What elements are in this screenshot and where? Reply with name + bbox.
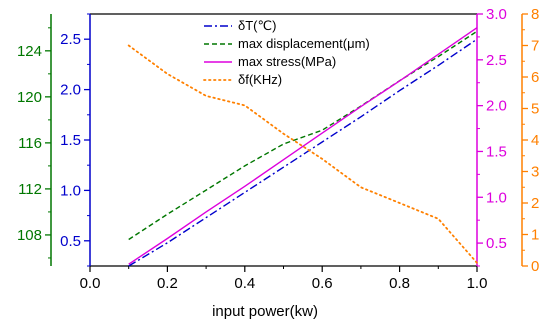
y-tick-label-stress: 2.5 xyxy=(486,52,507,69)
y-tick-label-dT: 0.5 xyxy=(60,233,81,250)
y-tick-label-df: 2 xyxy=(531,195,539,212)
x-tick-label: 1.0 xyxy=(467,275,488,292)
y-tick-label-disp: 116 xyxy=(18,135,42,152)
y-axis-disp: 108 112 116 120 124 xyxy=(17,14,52,266)
plot-frame: 0.0 0.2 0.4 0.6 0.8 1.0 xyxy=(80,13,488,292)
y-tick-label-stress: 0.5 xyxy=(486,235,507,252)
y-tick-label-disp: 124 xyxy=(17,43,42,60)
y-tick-label-disp: 112 xyxy=(18,181,42,198)
y-tick-label-disp: 120 xyxy=(17,89,42,106)
series-layer xyxy=(127,27,478,267)
y-tick-label-stress: 3.0 xyxy=(486,6,507,23)
y-tick-label-df: 7 xyxy=(531,38,539,55)
series-line-df xyxy=(127,44,478,264)
axes-layer: 0.51.01.52.02.51081121161201240.51.01.52… xyxy=(17,6,539,275)
y-tick-label-dT: 1.0 xyxy=(60,182,81,199)
legend: δT(℃) max displacement(μm) max stress(MPa)… xyxy=(203,18,370,87)
x-tick-label: 0.2 xyxy=(157,275,178,292)
y-tick-label-df: 3 xyxy=(531,164,539,181)
x-tick-label: 0.8 xyxy=(389,275,410,292)
series-line-disp xyxy=(128,30,478,241)
y-tick-label-df: 4 xyxy=(531,132,539,149)
y-tick-label-df: 8 xyxy=(531,6,539,23)
y-tick-label-stress: 1.5 xyxy=(486,143,507,160)
legend-label-stress: max stress(MPa) xyxy=(238,54,336,69)
y-tick-label-dT: 2.0 xyxy=(60,82,81,99)
y-tick-label-df: 5 xyxy=(531,101,539,118)
x-tick-label: 0.0 xyxy=(80,275,101,292)
y-tick-label-disp: 108 xyxy=(17,227,42,244)
y-axis-stress: 0.5 1.0 1.5 2.0 2.5 3.0 xyxy=(476,6,507,267)
legend-label-dT: δT(℃) xyxy=(238,18,276,33)
x-tick-label: 0.4 xyxy=(234,275,255,292)
x-tick-label: 0.6 xyxy=(312,275,333,292)
y-axis-df: 0 1 2 3 4 5 6 7 8 xyxy=(521,6,539,275)
y-tick-label-stress: 1.0 xyxy=(486,189,507,206)
y-tick-label-df: 6 xyxy=(531,69,539,86)
y-tick-label-df: 1 xyxy=(531,227,539,244)
y-tick-label-dT: 1.5 xyxy=(60,132,81,149)
y-tick-label-dT: 2.5 xyxy=(60,31,81,48)
y-tick-label-df: 0 xyxy=(531,258,539,275)
y-tick-label-stress: 2.0 xyxy=(486,98,507,115)
series-line-dT xyxy=(128,38,478,267)
x-axis-title: input power(kw) xyxy=(212,303,318,320)
y-axis-dT: 0.5 1.0 1.5 2.0 2.5 xyxy=(60,13,91,267)
series-line-stress xyxy=(128,27,478,265)
legend-label-df: δf(KHz) xyxy=(238,72,282,87)
legend-label-disp: max displacement(μm) xyxy=(238,36,370,51)
